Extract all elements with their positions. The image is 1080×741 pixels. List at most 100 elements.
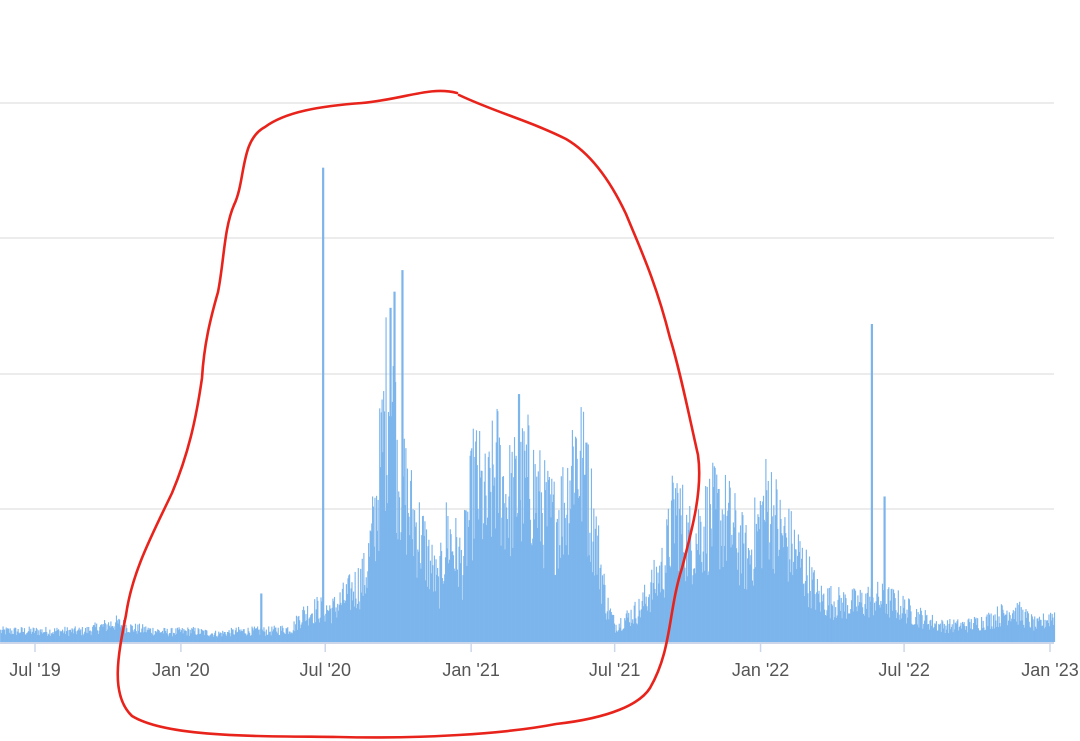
- bar-454: [360, 568, 362, 642]
- bar-631: [500, 545, 502, 642]
- bar-373: [295, 615, 298, 642]
- bar-103: [81, 627, 83, 642]
- bar-700: [555, 575, 557, 642]
- bar-872: [691, 584, 693, 642]
- bar-69: [54, 631, 56, 642]
- bar-1187: [941, 619, 943, 642]
- bar-25: [19, 632, 22, 642]
- bar-1281: [1015, 621, 1018, 642]
- bar-1247: [988, 614, 991, 642]
- bar-1026: [813, 570, 815, 642]
- bar-990: [785, 533, 787, 642]
- bar-954: [756, 531, 758, 642]
- bar-296: [234, 630, 236, 642]
- bar-641: [508, 496, 510, 642]
- bar-592: [469, 455, 471, 642]
- bar-148: [117, 623, 119, 642]
- bar-149: [118, 618, 120, 642]
- bar-600: [475, 430, 478, 642]
- bar-18: [14, 627, 16, 642]
- bar-180: [142, 632, 144, 642]
- bar-93: [73, 628, 76, 642]
- bar-1322: [1048, 614, 1050, 642]
- bar-1015: [804, 580, 807, 642]
- bar-579: [459, 537, 461, 642]
- bar-586: [464, 510, 466, 642]
- bar-514: [407, 512, 409, 642]
- bar-829: [657, 572, 659, 642]
- bar-909: [720, 545, 723, 642]
- bar-34: [27, 632, 29, 642]
- bar-668: [529, 519, 531, 642]
- bar-684: [542, 544, 544, 642]
- bar-539: [427, 546, 429, 642]
- bar-776: [615, 624, 617, 642]
- bar-38: [30, 628, 32, 642]
- bar-697: [552, 494, 554, 642]
- bar-1294: [1026, 617, 1028, 642]
- bar-624: [494, 528, 497, 642]
- bar-320: [253, 626, 256, 642]
- bar-313: [248, 631, 250, 642]
- bar-715: [567, 467, 569, 642]
- bar-1073: [850, 600, 853, 642]
- bar-831: [659, 565, 661, 642]
- bar-13: [10, 634, 12, 642]
- bar-950: [753, 568, 755, 642]
- bar-555: [440, 542, 442, 642]
- bar-1175: [931, 614, 933, 642]
- bar-562: [445, 502, 447, 642]
- bar-987: [782, 547, 784, 642]
- bar-359: [284, 634, 286, 642]
- bar-437: [346, 594, 348, 642]
- bar-92: [73, 633, 75, 642]
- bar-594: [471, 448, 473, 642]
- bar-362: [287, 627, 289, 642]
- bar-248: [196, 634, 198, 642]
- bar-1020: [808, 556, 811, 642]
- bar-257: [203, 635, 206, 642]
- bar-147: [116, 620, 118, 642]
- bar-387: [306, 605, 309, 642]
- bar-1271: [1007, 620, 1010, 642]
- bar-633: [502, 476, 504, 642]
- bar-495: [392, 366, 394, 642]
- bar-310: [245, 635, 248, 642]
- bar-855: [678, 570, 680, 642]
- bar-99: [78, 627, 80, 642]
- bar-1219: [966, 632, 968, 642]
- bar-679: [538, 491, 540, 642]
- bar-96: [76, 634, 78, 642]
- bar-935: [741, 512, 743, 642]
- bar-542: [429, 560, 432, 642]
- bar-435: [345, 600, 347, 642]
- bar-106: [84, 631, 86, 642]
- bar-744: [590, 561, 592, 642]
- bar-162: [128, 632, 130, 642]
- bar-1154: [915, 616, 917, 642]
- bar-182: [144, 631, 146, 642]
- bar-229: [181, 628, 183, 642]
- bar-928: [735, 548, 738, 642]
- bar-556: [441, 551, 443, 642]
- bar-1124: [891, 588, 893, 642]
- bar-923: [732, 544, 734, 642]
- bar-578: [458, 546, 460, 642]
- bar-1139: [903, 607, 905, 642]
- bar-779: [617, 630, 619, 642]
- bar-956: [758, 517, 760, 642]
- bar-117: [92, 625, 95, 642]
- bar-411: [326, 605, 328, 642]
- bar-802: [636, 623, 638, 642]
- bar-39: [31, 633, 33, 642]
- bar-276: [218, 633, 221, 642]
- bar-8: [6, 629, 8, 642]
- bar-390: [309, 617, 311, 642]
- bar-1277: [1012, 610, 1014, 642]
- bar-915: [725, 560, 727, 642]
- bar-992: [786, 546, 788, 642]
- bar-1195: [947, 633, 949, 642]
- bar-311: [246, 634, 248, 642]
- bar-941: [746, 589, 748, 642]
- bar-887: [703, 526, 705, 642]
